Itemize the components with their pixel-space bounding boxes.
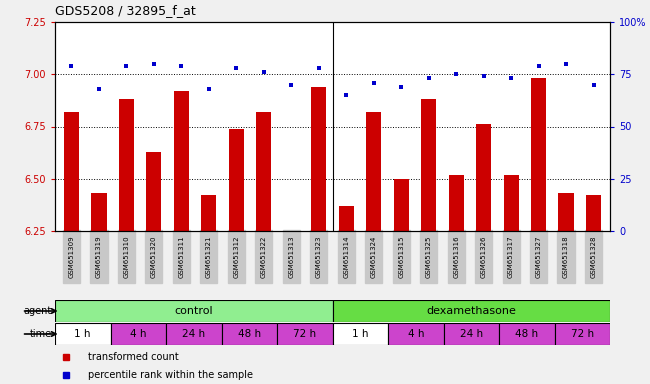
Text: 1 h: 1 h: [352, 329, 369, 339]
Text: 72 h: 72 h: [293, 329, 317, 339]
Text: 24 h: 24 h: [182, 329, 205, 339]
Bar: [55, 323, 111, 345]
Text: 1 h: 1 h: [75, 329, 91, 339]
Text: 48 h: 48 h: [515, 329, 538, 339]
Point: [94, 86, 104, 92]
Bar: [222, 323, 277, 345]
Point: [369, 79, 379, 86]
Text: transformed count: transformed count: [88, 352, 179, 362]
Bar: [277, 323, 333, 345]
Bar: [366, 112, 382, 231]
Point: [149, 61, 159, 67]
Bar: [333, 300, 610, 322]
Point: [259, 69, 269, 75]
Point: [203, 86, 214, 92]
Text: GDS5208 / 32895_f_at: GDS5208 / 32895_f_at: [55, 4, 196, 17]
Bar: [421, 99, 436, 231]
Bar: [394, 179, 409, 231]
Point: [506, 75, 516, 81]
Bar: [64, 112, 79, 231]
Bar: [448, 175, 463, 231]
Bar: [256, 112, 271, 231]
Point: [478, 73, 489, 79]
Bar: [476, 124, 491, 231]
Bar: [531, 78, 546, 231]
Bar: [111, 323, 166, 345]
Point: [313, 65, 324, 71]
Text: 4 h: 4 h: [408, 329, 424, 339]
Bar: [504, 175, 519, 231]
Point: [396, 84, 406, 90]
Point: [561, 61, 571, 67]
Bar: [339, 206, 354, 231]
Bar: [499, 323, 554, 345]
Bar: [388, 323, 443, 345]
Text: agent: agent: [24, 306, 52, 316]
Bar: [311, 87, 326, 231]
Point: [341, 92, 352, 98]
Point: [176, 63, 187, 69]
Bar: [202, 195, 216, 231]
Bar: [333, 323, 388, 345]
Text: 48 h: 48 h: [238, 329, 261, 339]
Point: [423, 75, 434, 81]
Bar: [443, 323, 499, 345]
Bar: [92, 194, 107, 231]
Text: dexamethasone: dexamethasone: [426, 306, 516, 316]
Bar: [174, 91, 189, 231]
Bar: [554, 323, 610, 345]
Point: [122, 63, 132, 69]
Point: [231, 65, 242, 71]
Text: control: control: [174, 306, 213, 316]
Bar: [586, 195, 601, 231]
Text: time: time: [30, 329, 52, 339]
Bar: [166, 323, 222, 345]
Point: [534, 63, 544, 69]
Bar: [55, 300, 333, 322]
Bar: [229, 129, 244, 231]
Text: 24 h: 24 h: [460, 329, 483, 339]
Point: [66, 63, 77, 69]
Text: 72 h: 72 h: [571, 329, 594, 339]
Text: 4 h: 4 h: [130, 329, 146, 339]
Text: percentile rank within the sample: percentile rank within the sample: [88, 369, 254, 379]
Bar: [146, 152, 161, 231]
Point: [451, 71, 462, 77]
Bar: [119, 99, 134, 231]
Point: [286, 82, 296, 88]
Bar: [558, 194, 573, 231]
Point: [588, 82, 599, 88]
